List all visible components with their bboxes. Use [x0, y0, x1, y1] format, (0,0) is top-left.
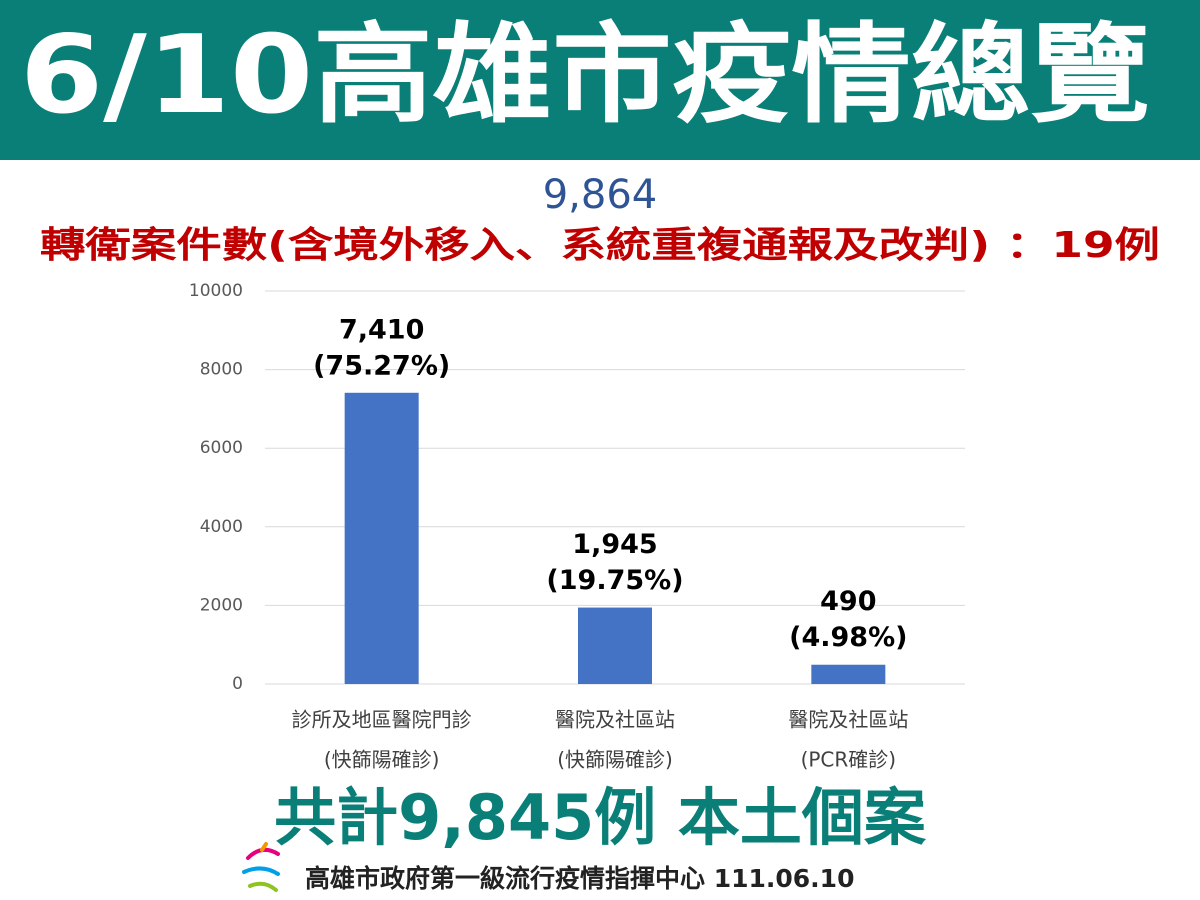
y-tick-label: 0 [232, 674, 243, 694]
share-label: (4.98%) [789, 622, 907, 653]
value-label: 490 [820, 586, 876, 617]
logo [242, 842, 280, 892]
share-label: (75.27%) [313, 350, 450, 381]
y-tick-label: 2000 [200, 595, 243, 615]
note: 轉衛案件數(含境外移入、系統重複通報及改判) ：19例 [40, 225, 1160, 266]
bar [344, 392, 419, 684]
value-label: 7,410 [339, 314, 424, 345]
value-label: 1,945 [572, 529, 657, 560]
share-label: (19.75%) [546, 565, 683, 596]
bar [811, 664, 886, 684]
y-tick-label: 4000 [200, 517, 243, 537]
source: 高雄市政府第一級流行疫情指揮中心 111.06.10 [305, 864, 854, 893]
title: 6/10高雄市疫情總覽 [20, 13, 1150, 138]
x-tick-label: 醫院及社區站 [788, 708, 908, 732]
x-tick-label: (快篩陽確診) [557, 748, 673, 772]
x-tick-label: 診所及地區醫院門診 [292, 708, 472, 732]
header-band [0, 0, 1200, 160]
bar [578, 607, 652, 684]
x-tick-label: (PCR確診) [801, 748, 897, 772]
y-tick-label: 6000 [200, 438, 243, 458]
x-tick-label: 醫院及社區站 [555, 708, 675, 732]
subtitle: 9,864 [543, 172, 658, 218]
y-tick-label: 10000 [189, 281, 243, 301]
x-tick-label: (快篩陽確診) [324, 748, 440, 772]
y-tick-label: 8000 [200, 360, 243, 380]
total: 共計9,845例 本土個案 [274, 781, 927, 854]
